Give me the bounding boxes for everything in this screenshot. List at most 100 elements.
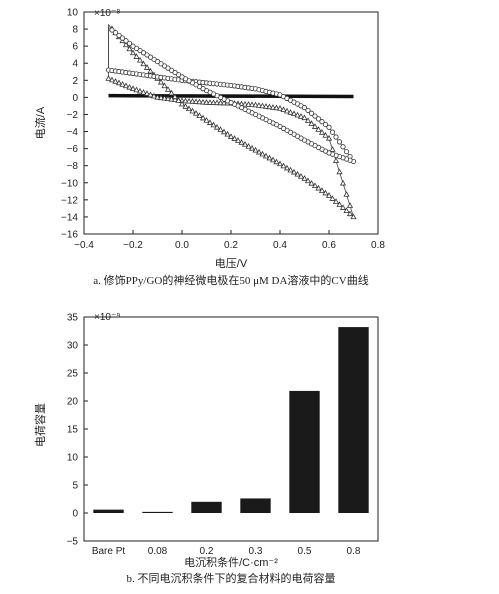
charge-x-axis: Bare Pt 0.08 0.2 0.3 0.5 0.8 bbox=[92, 546, 361, 557]
cv-marker-circle bbox=[130, 43, 136, 49]
cv-y-tick-label: 8 bbox=[72, 25, 78, 36]
cv-marker-triangle bbox=[143, 64, 151, 70]
cv-marker-triangle bbox=[171, 93, 179, 100]
cv-marker-triangle bbox=[283, 107, 291, 114]
cv-marker-triangle bbox=[269, 104, 277, 110]
cv-marker-triangle bbox=[189, 98, 196, 104]
cv-marker-circle bbox=[308, 110, 315, 116]
cv-marker-triangle bbox=[168, 89, 175, 96]
cv-marker-circle bbox=[112, 30, 119, 36]
cv-y-axis-label: 电流/A bbox=[33, 106, 47, 139]
cv-marker-circle bbox=[340, 144, 346, 150]
cv-marker-triangle bbox=[150, 92, 158, 99]
cv-marker-triangle bbox=[273, 104, 280, 111]
cv-marker-triangle bbox=[259, 102, 266, 109]
cv-marker-triangle bbox=[133, 86, 140, 93]
cv-marker-triangle bbox=[178, 100, 186, 107]
cv-x-tick-label: 0.6 bbox=[322, 240, 336, 251]
cv-marker-triangle bbox=[297, 113, 305, 119]
charge-y-tick-label: 25 bbox=[67, 369, 79, 380]
cv-y-tick-label: −10 bbox=[61, 178, 78, 189]
charge-y-tick-label: −5 bbox=[67, 537, 79, 548]
cv-marker-circle bbox=[343, 149, 350, 155]
cv-marker-triangle bbox=[252, 101, 259, 108]
charge-y-tick-label: 10 bbox=[67, 453, 79, 464]
charge-x-axis-label: 电沉积条件/C·cm⁻² bbox=[184, 555, 278, 569]
cv-marker-triangle bbox=[147, 67, 154, 74]
cv-marker-triangle bbox=[255, 102, 263, 108]
cv-y-tick-label: −2 bbox=[67, 110, 79, 121]
cv-marker-circle bbox=[329, 129, 336, 135]
cv-y-tick-label: −4 bbox=[67, 127, 79, 138]
cv-marker-triangle bbox=[126, 83, 133, 90]
cv-marker-circle bbox=[333, 134, 339, 140]
charge-x-tick-label: 0.2 bbox=[200, 546, 214, 557]
cv-marker-triangle bbox=[241, 100, 249, 107]
cv-marker-triangle bbox=[304, 117, 312, 124]
cv-marker-triangle bbox=[164, 86, 172, 92]
cv-marker-triangle bbox=[336, 168, 343, 175]
cv-y-tick-label: 4 bbox=[72, 59, 78, 70]
cv-marker-triangle bbox=[287, 109, 294, 115]
cv-marker-circle bbox=[116, 32, 122, 39]
cv-marker-triangle bbox=[196, 98, 203, 105]
cv-x-tick-label: 0.4 bbox=[273, 240, 287, 251]
charge-y-tick-label: 15 bbox=[67, 425, 79, 436]
cv-marker-circle bbox=[336, 139, 343, 145]
charge-y-tick-label: 30 bbox=[67, 341, 79, 352]
charge-bar-4 bbox=[289, 390, 320, 513]
cv-y-tick-label: −12 bbox=[61, 195, 78, 206]
charge-bar-5 bbox=[338, 327, 369, 513]
cv-marker-triangle bbox=[325, 134, 333, 141]
charge-x-tick-label: 0.3 bbox=[249, 546, 263, 557]
cv-marker-triangle bbox=[346, 210, 354, 217]
charge-bar-3 bbox=[240, 498, 271, 513]
cv-marker-triangle bbox=[157, 78, 165, 85]
cv-marker-triangle bbox=[311, 123, 319, 129]
cv-marker-circle bbox=[319, 119, 325, 125]
cv-marker-triangle bbox=[339, 204, 347, 210]
cv-marker-circle bbox=[315, 116, 322, 122]
cv-x-tick-label: −0.4 bbox=[74, 240, 94, 251]
cv-marker-triangle bbox=[210, 99, 217, 105]
cv-y-tick-label: 2 bbox=[72, 76, 78, 87]
cv-marker-triangle bbox=[301, 114, 308, 121]
cv-marker-triangle bbox=[129, 49, 137, 56]
charge-scale-note: ×10⁻⁹ bbox=[94, 312, 121, 323]
cv-marker-triangle bbox=[332, 157, 340, 164]
cv-scale-note: ×10⁻⁸ bbox=[94, 8, 120, 19]
charge-x-tick-label: 0.5 bbox=[298, 546, 312, 557]
cv-x-tick-label: 0.2 bbox=[224, 240, 238, 251]
cv-y-tick-label: 0 bbox=[72, 93, 78, 104]
cv-marker-triangle bbox=[147, 91, 154, 98]
cv-marker-triangle bbox=[108, 76, 116, 83]
cv-marker-triangle bbox=[248, 101, 256, 108]
charge-y-tick-label: 0 bbox=[72, 509, 78, 520]
charge-y-tick-label: 20 bbox=[67, 397, 79, 408]
cv-marker-triangle bbox=[157, 94, 165, 101]
cv-marker-circle bbox=[119, 35, 126, 41]
cv-marker-triangle bbox=[322, 132, 329, 138]
cv-marker-triangle bbox=[112, 78, 119, 84]
cv-marker-triangle bbox=[266, 103, 273, 110]
charge-bar-0 bbox=[93, 509, 124, 513]
cv-marker-circle bbox=[301, 105, 308, 111]
cv-marker-triangle bbox=[339, 179, 347, 186]
cv-marker-circle bbox=[312, 113, 318, 119]
charge-x-tick-label: 0.08 bbox=[148, 546, 168, 557]
charge-y-tick-label: 5 bbox=[72, 481, 78, 492]
cv-y-tick-label: −8 bbox=[67, 161, 79, 172]
cv-marker-triangle bbox=[350, 213, 357, 220]
cv-marker-circle bbox=[326, 124, 332, 130]
cv-caption: a. 修饰PPy/GO的神经微电极在50 μM DA溶液中的CV曲线 bbox=[93, 273, 368, 287]
cv-marker-triangle bbox=[164, 95, 172, 102]
cv-y-tick-label: −14 bbox=[61, 212, 78, 223]
cv-x-tick-label: 0.8 bbox=[371, 240, 385, 251]
cv-y-tick-label: −6 bbox=[67, 144, 79, 155]
cv-marker-triangle bbox=[133, 53, 140, 59]
charge-bar-2 bbox=[191, 501, 222, 513]
cv-marker-triangle bbox=[136, 56, 144, 63]
cv-marker-triangle bbox=[171, 96, 179, 103]
cv-marker-triangle bbox=[140, 60, 147, 67]
cv-y-axis: 10 8 6 4 2 0 −2 −4 −6 −8 −10 −12 −14 −16 bbox=[61, 8, 88, 241]
